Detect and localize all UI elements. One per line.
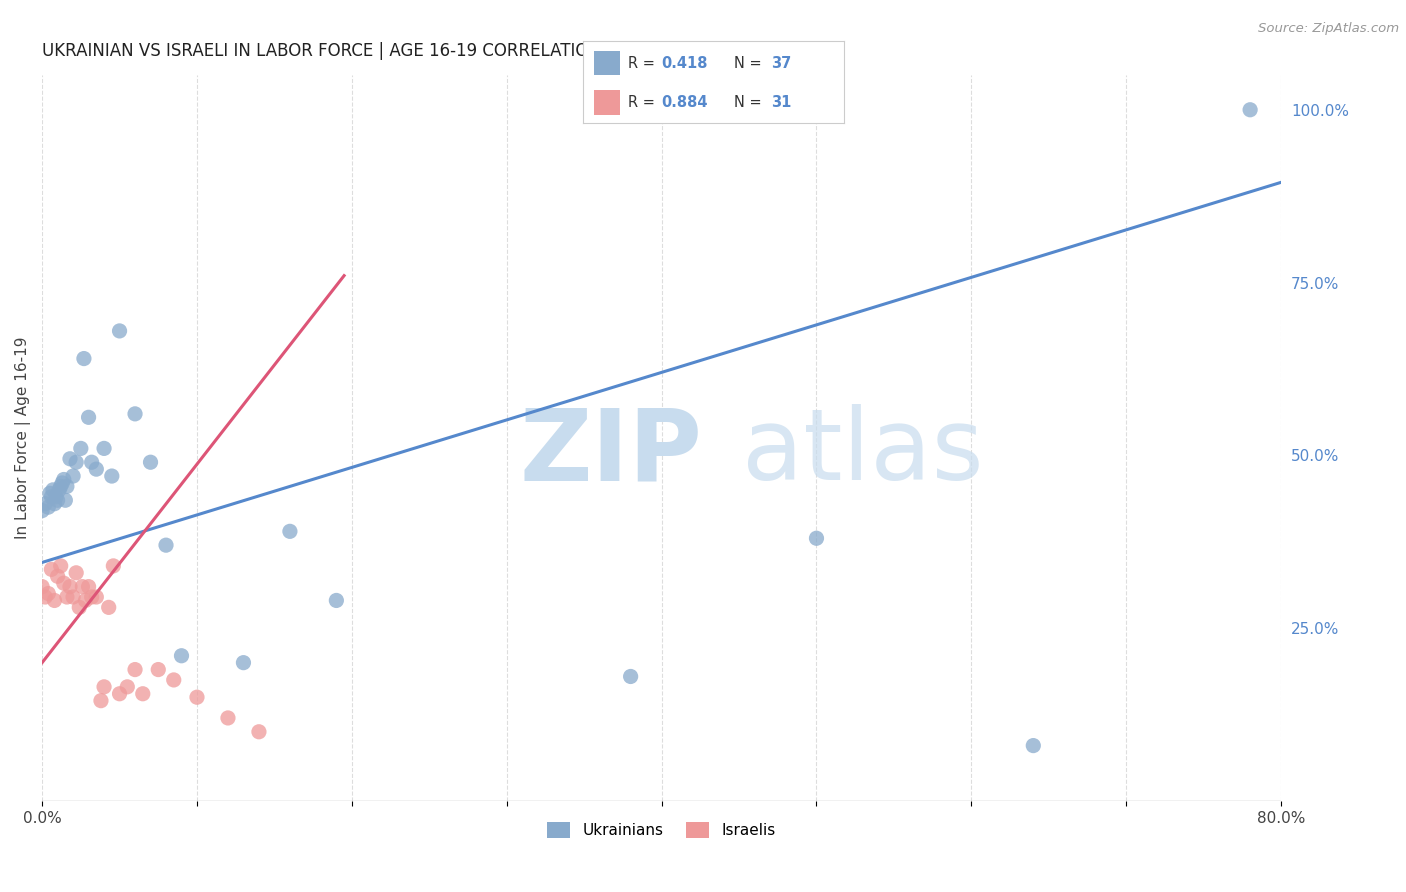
Point bbox=[80, 455, 103, 469]
Point bbox=[108, 324, 131, 338]
Point bbox=[41, 490, 63, 504]
Point bbox=[325, 593, 347, 607]
Point bbox=[37, 586, 59, 600]
Point bbox=[37, 500, 59, 515]
Point bbox=[117, 680, 139, 694]
Point bbox=[49, 558, 72, 573]
Point bbox=[51, 475, 73, 490]
Point bbox=[155, 538, 177, 552]
Text: Source: ZipAtlas.com: Source: ZipAtlas.com bbox=[1258, 22, 1399, 36]
Text: R =: R = bbox=[627, 55, 659, 70]
Point bbox=[73, 351, 96, 366]
Point bbox=[34, 590, 56, 604]
Point bbox=[232, 656, 254, 670]
Point bbox=[49, 479, 72, 493]
Text: N =: N = bbox=[734, 95, 766, 110]
Y-axis label: In Labor Force | Age 16-19: In Labor Force | Age 16-19 bbox=[15, 337, 31, 540]
Point bbox=[65, 455, 87, 469]
Point bbox=[1022, 739, 1045, 753]
Point bbox=[44, 497, 66, 511]
Point bbox=[52, 576, 75, 591]
Point bbox=[59, 451, 82, 466]
Point bbox=[90, 694, 112, 708]
Text: 0.418: 0.418 bbox=[662, 55, 709, 70]
Text: N =: N = bbox=[734, 55, 766, 70]
Point bbox=[31, 503, 53, 517]
Text: 37: 37 bbox=[770, 55, 792, 70]
Legend: Ukrainians, Israelis: Ukrainians, Israelis bbox=[541, 816, 782, 844]
Text: ZIP: ZIP bbox=[519, 404, 702, 501]
Text: R =: R = bbox=[627, 95, 659, 110]
Point bbox=[31, 580, 53, 594]
Point bbox=[77, 410, 100, 425]
Point bbox=[108, 687, 131, 701]
Point bbox=[77, 580, 100, 594]
Point bbox=[1239, 103, 1261, 117]
Point bbox=[148, 663, 170, 677]
Point bbox=[186, 690, 208, 705]
Point bbox=[132, 687, 155, 701]
Point bbox=[52, 473, 75, 487]
Point bbox=[46, 569, 69, 583]
Point bbox=[41, 562, 63, 576]
Point bbox=[69, 442, 91, 456]
Point bbox=[124, 407, 146, 421]
Point bbox=[170, 648, 193, 663]
Point bbox=[93, 442, 115, 456]
Point bbox=[80, 590, 103, 604]
Point bbox=[53, 493, 76, 508]
Point bbox=[72, 580, 94, 594]
Point bbox=[75, 593, 97, 607]
Bar bbox=[593, 51, 620, 76]
Point bbox=[620, 669, 643, 683]
Text: atlas: atlas bbox=[742, 404, 984, 501]
Point bbox=[56, 479, 79, 493]
Point bbox=[278, 524, 301, 539]
Point bbox=[217, 711, 239, 725]
Text: 0.884: 0.884 bbox=[662, 95, 709, 110]
Point bbox=[97, 600, 120, 615]
Point bbox=[86, 590, 108, 604]
Point bbox=[62, 469, 84, 483]
Point bbox=[65, 566, 87, 580]
Point bbox=[67, 600, 90, 615]
Bar bbox=[593, 90, 620, 115]
Text: 31: 31 bbox=[770, 95, 792, 110]
Point bbox=[42, 483, 65, 497]
Point bbox=[48, 483, 70, 497]
Point bbox=[163, 673, 186, 687]
Point bbox=[101, 469, 124, 483]
Point bbox=[45, 490, 67, 504]
Text: UKRAINIAN VS ISRAELI IN LABOR FORCE | AGE 16-19 CORRELATION CHART: UKRAINIAN VS ISRAELI IN LABOR FORCE | AG… bbox=[42, 42, 662, 60]
Point bbox=[59, 580, 82, 594]
Point bbox=[139, 455, 162, 469]
Point bbox=[247, 724, 270, 739]
Point bbox=[806, 531, 828, 545]
Point bbox=[86, 462, 108, 476]
Point bbox=[93, 680, 115, 694]
Point bbox=[46, 493, 69, 508]
Point bbox=[56, 590, 79, 604]
Point bbox=[124, 663, 146, 677]
Point bbox=[103, 558, 125, 573]
Point bbox=[62, 590, 84, 604]
Point bbox=[38, 486, 60, 500]
Point bbox=[44, 593, 66, 607]
Point bbox=[34, 497, 56, 511]
